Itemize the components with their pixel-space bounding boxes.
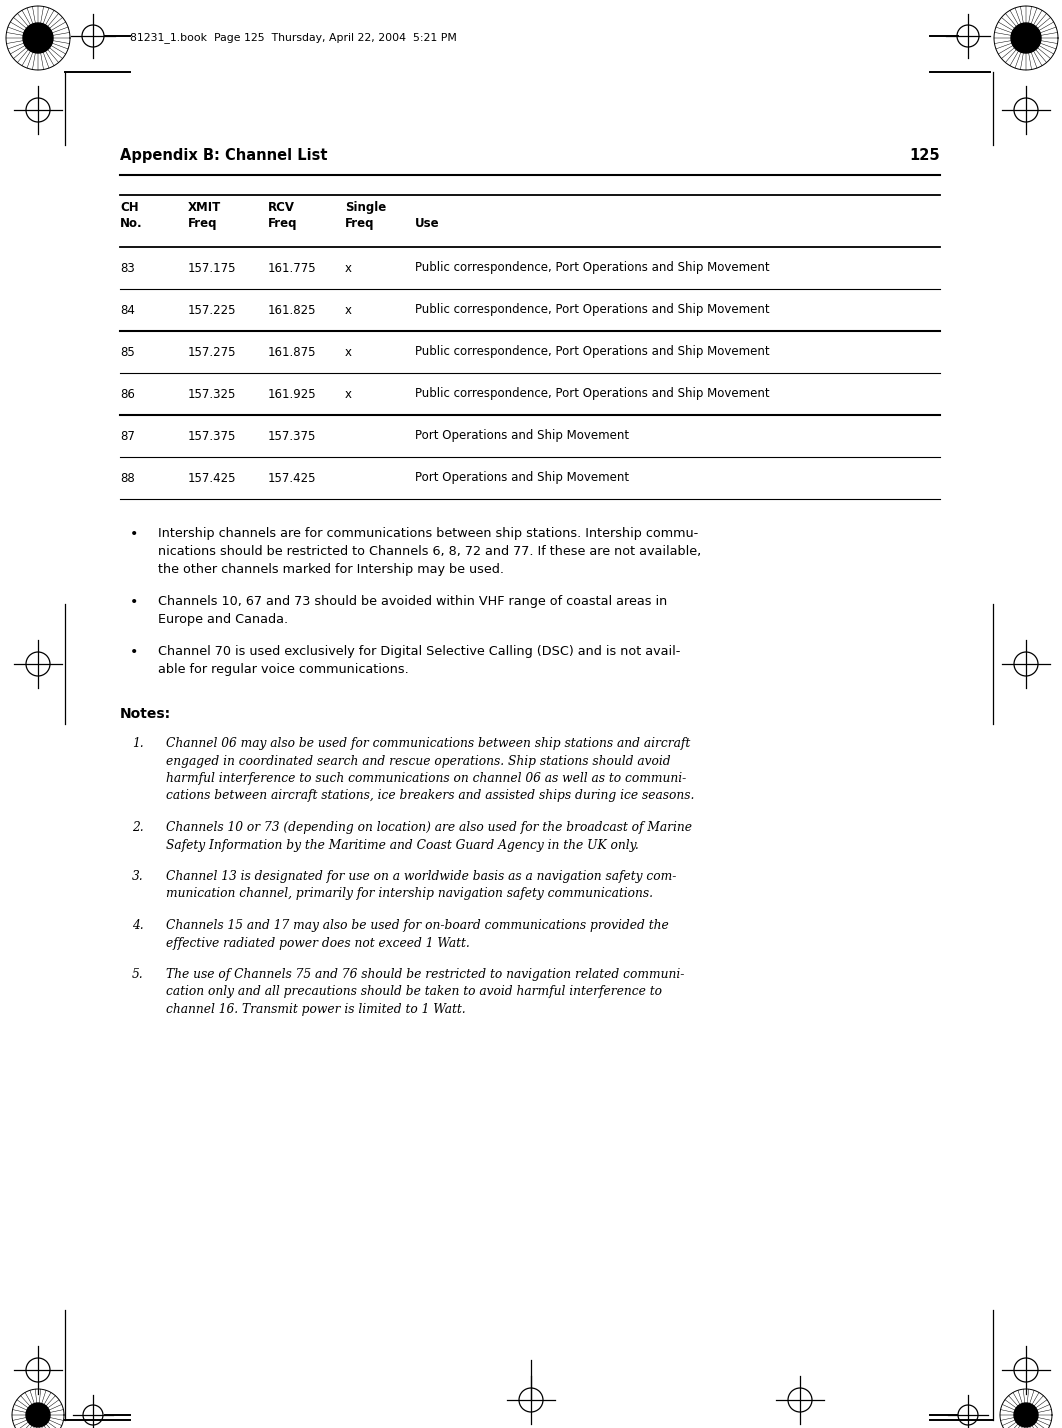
Text: Europe and Canada.: Europe and Canada. (158, 613, 288, 625)
Text: harmful interference to such communications on channel 06 as well as to communi-: harmful interference to such communicati… (166, 773, 686, 785)
Text: Channels 10 or 73 (depending on location) are also used for the broadcast of Mar: Channels 10 or 73 (depending on location… (166, 821, 692, 834)
Text: x: x (345, 346, 352, 358)
Text: cation only and all precautions should be taken to avoid harmful interference to: cation only and all precautions should b… (166, 985, 662, 998)
Text: munication channel, primarily for intership navigation safety communications.: munication channel, primarily for inters… (166, 887, 653, 901)
Circle shape (25, 1402, 50, 1427)
Circle shape (1011, 23, 1041, 53)
Text: 157.425: 157.425 (188, 471, 237, 484)
Text: Freq: Freq (188, 217, 218, 230)
Text: Channels 15 and 17 may also be used for on-board communications provided the: Channels 15 and 17 may also be used for … (166, 920, 669, 932)
Text: 125: 125 (909, 149, 940, 163)
Text: Intership channels are for communications between ship stations. Intership commu: Intership channels are for communication… (158, 527, 698, 540)
Text: 88: 88 (120, 471, 135, 484)
Text: 4.: 4. (132, 920, 143, 932)
Text: 161.875: 161.875 (268, 346, 316, 358)
Text: 161.925: 161.925 (268, 387, 316, 400)
Text: 3.: 3. (132, 870, 143, 883)
Circle shape (1014, 1402, 1038, 1427)
Text: Port Operations and Ship Movement: Port Operations and Ship Movement (415, 471, 629, 484)
Text: 157.425: 157.425 (268, 471, 316, 484)
Text: Public correspondence, Port Operations and Ship Movement: Public correspondence, Port Operations a… (415, 346, 770, 358)
Circle shape (23, 23, 53, 53)
Text: effective radiated power does not exceed 1 Watt.: effective radiated power does not exceed… (166, 937, 469, 950)
Text: 2.: 2. (132, 821, 143, 834)
Text: channel 16. Transmit power is limited to 1 Watt.: channel 16. Transmit power is limited to… (166, 1002, 465, 1015)
Text: •: • (130, 527, 138, 541)
Text: 5.: 5. (132, 968, 143, 981)
Text: Public correspondence, Port Operations and Ship Movement: Public correspondence, Port Operations a… (415, 304, 770, 317)
Text: 161.825: 161.825 (268, 304, 316, 317)
Text: Public correspondence, Port Operations and Ship Movement: Public correspondence, Port Operations a… (415, 261, 770, 274)
Text: 85: 85 (120, 346, 135, 358)
Text: engaged in coordinated search and rescue operations. Ship stations should avoid: engaged in coordinated search and rescue… (166, 754, 670, 767)
Text: 84: 84 (120, 304, 135, 317)
Text: 1.: 1. (132, 737, 143, 750)
Text: x: x (345, 387, 352, 400)
Text: 157.375: 157.375 (268, 430, 316, 443)
Text: No.: No. (120, 217, 142, 230)
Text: 157.375: 157.375 (188, 430, 237, 443)
Text: x: x (345, 304, 352, 317)
Text: Safety Information by the Maritime and Coast Guard Agency in the UK only.: Safety Information by the Maritime and C… (166, 838, 638, 851)
Text: Port Operations and Ship Movement: Port Operations and Ship Movement (415, 430, 629, 443)
Text: The use of Channels 75 and 76 should be restricted to navigation related communi: The use of Channels 75 and 76 should be … (166, 968, 684, 981)
Text: able for regular voice communications.: able for regular voice communications. (158, 663, 409, 675)
Text: 81231_1.book  Page 125  Thursday, April 22, 2004  5:21 PM: 81231_1.book Page 125 Thursday, April 22… (130, 33, 457, 43)
Text: 157.275: 157.275 (188, 346, 237, 358)
Text: x: x (345, 261, 352, 274)
Text: 161.775: 161.775 (268, 261, 316, 274)
Text: •: • (130, 645, 138, 658)
Text: Public correspondence, Port Operations and Ship Movement: Public correspondence, Port Operations a… (415, 387, 770, 400)
Text: Channels 10, 67 and 73 should be avoided within VHF range of coastal areas in: Channels 10, 67 and 73 should be avoided… (158, 595, 667, 608)
Text: Channel 13 is designated for use on a worldwide basis as a navigation safety com: Channel 13 is designated for use on a wo… (166, 870, 676, 883)
Text: Notes:: Notes: (120, 707, 171, 721)
Text: 86: 86 (120, 387, 135, 400)
Text: Appendix B: Channel List: Appendix B: Channel List (120, 149, 327, 163)
Text: Channel 70 is used exclusively for Digital Selective Calling (DSC) and is not av: Channel 70 is used exclusively for Digit… (158, 645, 681, 658)
Text: Single: Single (345, 201, 387, 214)
Text: CH: CH (120, 201, 139, 214)
Text: 157.325: 157.325 (188, 387, 237, 400)
Text: XMIT: XMIT (188, 201, 221, 214)
Text: Freq: Freq (345, 217, 375, 230)
Text: 87: 87 (120, 430, 135, 443)
Text: Use: Use (415, 217, 440, 230)
Text: Freq: Freq (268, 217, 297, 230)
Text: 157.225: 157.225 (188, 304, 237, 317)
Text: the other channels marked for Intership may be used.: the other channels marked for Intership … (158, 563, 504, 575)
Text: cations between aircraft stations, ice breakers and assisted ships during ice se: cations between aircraft stations, ice b… (166, 790, 695, 803)
Text: RCV: RCV (268, 201, 295, 214)
Text: Channel 06 may also be used for communications between ship stations and aircraf: Channel 06 may also be used for communic… (166, 737, 690, 750)
Text: nications should be restricted to Channels 6, 8, 72 and 77. If these are not ava: nications should be restricted to Channe… (158, 545, 701, 558)
Text: 157.175: 157.175 (188, 261, 237, 274)
Text: •: • (130, 595, 138, 608)
Text: 83: 83 (120, 261, 135, 274)
